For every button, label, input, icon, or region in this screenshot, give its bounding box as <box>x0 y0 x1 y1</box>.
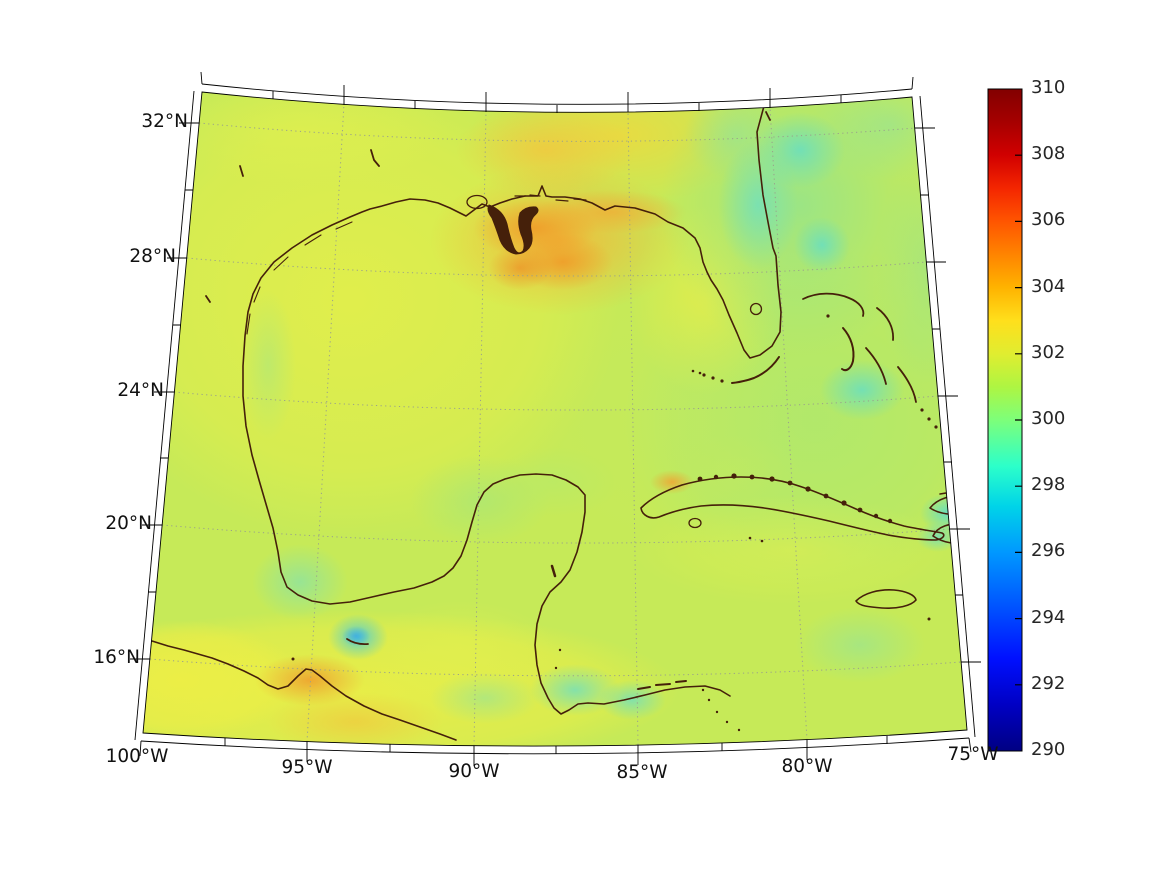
colorbar-label-294: 294 <box>1031 607 1066 628</box>
colorbar-label-306: 306 <box>1031 209 1066 230</box>
lon-tick-label-90w: 90°W <box>448 761 500 782</box>
colorbar-label-292: 292 <box>1031 673 1066 694</box>
lon-tick-label-80w: 80°W <box>781 756 833 777</box>
lat-tick-label-20n: 20°N <box>105 513 152 534</box>
colorbar <box>987 88 1023 752</box>
colorbar-label-296: 296 <box>1031 540 1066 561</box>
lat-tick-label-28n: 28°N <box>129 246 176 267</box>
colorbar-label-310: 310 <box>1031 77 1066 98</box>
colorbar-ticks <box>1015 154 1022 686</box>
colorbar-label-302: 302 <box>1031 342 1066 363</box>
cuba-cays <box>697 473 893 543</box>
lon-tick-label-75w: 75°W <box>947 744 999 765</box>
graticule-gridlines <box>149 103 962 747</box>
colorbar-label-304: 304 <box>1031 276 1066 297</box>
lat-tick-label-32n: 32°N <box>141 111 188 132</box>
colorbar-label-308: 308 <box>1031 143 1066 164</box>
lon-tick-label-85w: 85°W <box>616 762 668 783</box>
temperature-field <box>143 92 967 747</box>
colorbar-label-290: 290 <box>1031 739 1066 760</box>
lat-tick-label-16n: 16°N <box>93 647 140 668</box>
lon-tick-label-95w: 95°W <box>281 757 333 778</box>
colorbar-label-300: 300 <box>1031 408 1066 429</box>
lon-tick-label-100w: 100°W <box>105 746 169 767</box>
colorbar-label-298: 298 <box>1031 474 1066 495</box>
lat-tick-label-24n: 24°N <box>117 380 164 401</box>
map-frame <box>130 71 981 766</box>
